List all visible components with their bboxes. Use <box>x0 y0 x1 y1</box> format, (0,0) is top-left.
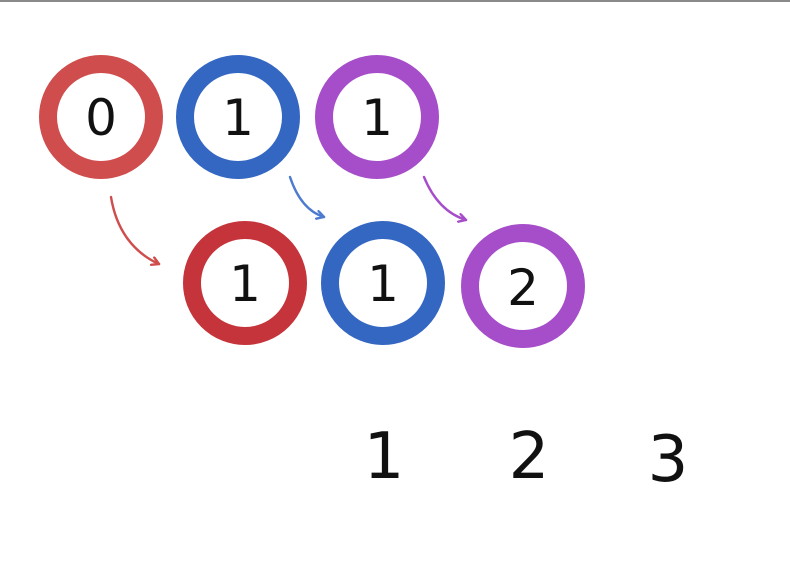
node-ring <box>183 221 307 345</box>
node-value: 1 <box>367 255 399 313</box>
top-node-3: 1 <box>315 55 439 179</box>
bottom-node-1: 1 <box>183 221 307 345</box>
node-ring <box>321 221 445 345</box>
arrow-red <box>109 195 161 264</box>
sequence-label-2: 2 <box>509 420 550 494</box>
top-divider <box>0 0 790 2</box>
node-ring <box>39 55 163 179</box>
node-ring <box>461 224 585 348</box>
arrow-blue <box>288 175 326 217</box>
node-value: 1 <box>229 255 261 313</box>
node-value: 0 <box>85 89 117 147</box>
bottom-node-3: 2 <box>461 224 585 348</box>
node-ring <box>315 55 439 179</box>
node-value: 2 <box>507 259 539 317</box>
sequence-label-3: 3 <box>648 423 689 497</box>
node-value: 1 <box>361 89 393 147</box>
top-node-2: 1 <box>176 55 300 179</box>
node-ring <box>176 55 300 179</box>
arrow-purple <box>422 175 468 220</box>
node-value: 1 <box>222 89 254 147</box>
top-node-1: 0 <box>39 55 163 179</box>
bottom-node-2: 1 <box>321 221 445 345</box>
sequence-label-1: 1 <box>364 420 405 494</box>
